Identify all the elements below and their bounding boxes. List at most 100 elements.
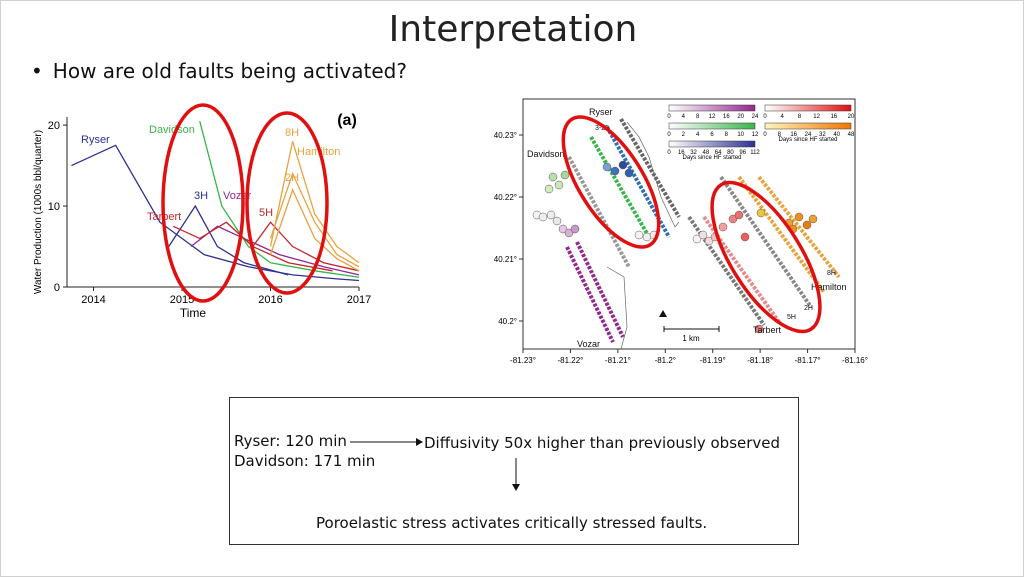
colorbar-tick-label: 8 <box>725 132 729 138</box>
y-axis-label: Water Production (1000s bbl/quarter) <box>33 130 44 294</box>
colorbar-tick-label: 16 <box>678 150 685 156</box>
seismic-event <box>756 208 766 218</box>
well-trajectory <box>619 117 681 219</box>
seismic-event <box>754 324 764 334</box>
x-tick-label: 2015 <box>170 294 194 306</box>
colorbar-tick-label: 16 <box>790 132 797 138</box>
seismicity-map: -81.23° -81.22° -81.21° -81.2° -81.19° -81.18… <box>494 98 868 365</box>
seismic-event <box>544 184 554 194</box>
y-tick-label: 0 <box>54 282 60 294</box>
x-tick-label: 2014 <box>81 294 105 306</box>
well-trajectory <box>719 175 813 309</box>
seismic-event <box>552 216 562 226</box>
seismic-event <box>634 230 644 240</box>
colorbar-tick-label: 48 <box>703 150 710 156</box>
well-trajectory <box>737 175 826 294</box>
colorbar-tick-label: 16 <box>723 114 730 120</box>
seismic-event <box>802 220 812 230</box>
station-triangle-icon <box>659 310 667 317</box>
map-x-tick-label: -81.22° <box>557 356 583 365</box>
bullet-text: How are old faults being activated? <box>52 59 407 83</box>
colorbar-tick-label: 0 <box>667 114 671 120</box>
seismic-event <box>618 160 628 170</box>
map-well-label-8h: 8H <box>827 270 836 277</box>
colorbar-tick-label: 12 <box>752 132 759 138</box>
colorbar-tick-label: 6 <box>710 132 714 138</box>
seismic-event <box>554 180 564 190</box>
seismic-event <box>704 236 714 246</box>
map-x-tick-label: -81.18° <box>747 356 773 365</box>
scale-bar-label: 1 km <box>682 334 700 343</box>
x-tick-label: 2016 <box>258 294 282 306</box>
seismic-event <box>564 228 574 238</box>
seismic-event <box>808 214 818 224</box>
boundary-line <box>606 266 628 350</box>
seismic-event <box>548 172 558 182</box>
colorbar-tick-label: 8 <box>798 114 802 120</box>
seismic-event <box>602 162 612 172</box>
map-y-tick-label: 40.22° <box>494 193 517 202</box>
colorbar-tick-label: 20 <box>737 114 744 120</box>
map-y-tick-label: 40.21° <box>494 255 517 264</box>
colorbar-tick-label: 80 <box>727 150 734 156</box>
well-trajectory <box>757 175 841 279</box>
colorbar-tick-label: 96 <box>739 150 746 156</box>
bullet-dot-icon: • <box>31 59 43 83</box>
map-well-label-ryser: Ryser <box>589 107 613 117</box>
well-label-ryser: Ryser <box>81 134 110 146</box>
seismic-event <box>692 234 702 244</box>
map-well-label-vozar: Vozar <box>577 339 600 349</box>
colorbar-tick-label: 0 <box>667 150 671 156</box>
colorbar-tick-label: 48 <box>848 132 855 138</box>
map-well-label-hamilton: Hamilton <box>811 282 847 292</box>
y-tick-label: 10 <box>48 201 60 213</box>
map-well-label-5h: 5H <box>787 314 796 321</box>
seismic-event <box>538 212 548 222</box>
well-label-2h: 2H <box>285 172 299 184</box>
colorbar-tick-label: 0 <box>763 132 767 138</box>
map-x-tick-label: -81.21° <box>605 356 631 365</box>
seismic-event <box>740 232 750 242</box>
colorbar-tick-label: 4 <box>696 132 700 138</box>
seismic-event <box>642 232 652 242</box>
slide-title: Interpretation <box>388 9 638 50</box>
colorbar-caption-right: Days since HF started <box>778 137 837 143</box>
map-well-label-2h: 2H <box>804 305 813 312</box>
series-line-hamilton <box>269 171 360 268</box>
colorbar-tick-label: 112 <box>750 150 760 156</box>
seismic-event <box>794 212 804 222</box>
conclusion-text: Poroelastic stress activates critically … <box>316 514 708 532</box>
colorbar-tick-label: 20 <box>848 114 855 120</box>
well-label-5h: 5H <box>259 207 273 219</box>
colorbar <box>668 104 756 112</box>
series-line-5h <box>252 221 360 272</box>
series-line-ryser <box>71 144 360 282</box>
colorbar-tick-label: 64 <box>715 150 722 156</box>
colorbar-tick-label: 2 <box>682 132 686 138</box>
colorbar-tick-label: 0 <box>667 132 671 138</box>
map-well-label-davidson: Davidson <box>527 149 565 159</box>
seismic-event <box>560 170 570 180</box>
colorbar-tick-label: 0 <box>763 114 767 120</box>
map-x-tick-label: -81.16° <box>842 356 868 365</box>
well-trajectory <box>702 215 781 324</box>
boundary-line <box>626 121 680 228</box>
map-y-tick-label: 40.2° <box>498 317 517 326</box>
series-line-8h <box>269 141 360 264</box>
highlight-ellipse-left <box>161 103 245 303</box>
colorbar <box>668 122 756 130</box>
seismic-event <box>698 230 708 240</box>
summary-box: Ryser: 120 min Davidson: 171 min Diffusi… <box>229 397 799 545</box>
well-trajectory <box>565 246 615 343</box>
map-x-tick-label: -81.17° <box>795 356 821 365</box>
seismic-event <box>610 166 620 176</box>
colorbar-tick-label: 8 <box>696 114 700 120</box>
seismic-event <box>558 224 568 234</box>
well-trajectory <box>575 241 625 338</box>
seismic-event <box>728 214 738 224</box>
bullet-point: • How are old faults being activated? <box>31 59 407 83</box>
map-well-label-3-25: 3-25 <box>595 125 609 132</box>
colorbar-tick-label: 32 <box>690 150 697 156</box>
water-production-chart: 2014 2015 2016 2017 0 10 20 Time Water Productio… <box>33 103 371 320</box>
